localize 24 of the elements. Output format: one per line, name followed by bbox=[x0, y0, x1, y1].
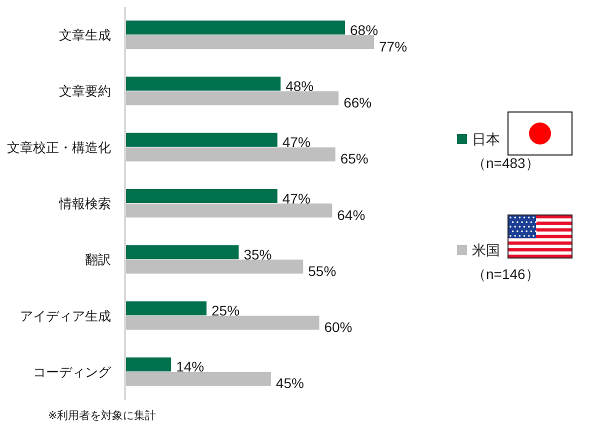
data-label: 77% bbox=[379, 38, 408, 54]
y-tick-label: 文章生成 bbox=[59, 28, 111, 43]
y-tick-label: 情報検索 bbox=[58, 196, 111, 211]
y-tick-label: 翻訳 bbox=[85, 252, 111, 268]
data-label: 55% bbox=[308, 262, 336, 279]
legend-label: 米国（n=146） bbox=[472, 241, 540, 284]
data-label: 65% bbox=[340, 150, 368, 167]
y-tick-label: 文章要約 bbox=[59, 84, 111, 99]
y-tick-label: 文章校正・構造化 bbox=[7, 140, 111, 155]
data-label: 47% bbox=[282, 190, 310, 206]
data-label: 66% bbox=[344, 94, 372, 110]
data-label: 14% bbox=[176, 358, 204, 375]
data-label: 25% bbox=[212, 302, 240, 319]
data-label: 45% bbox=[276, 375, 304, 392]
data-label: 68% bbox=[350, 22, 378, 38]
text: ※利用者を対象に集計 bbox=[48, 409, 156, 422]
data-label: 60% bbox=[324, 319, 352, 336]
data-label: 48% bbox=[286, 78, 314, 94]
legend-label: 日本（n=483） bbox=[472, 130, 540, 173]
data-label: 47% bbox=[282, 134, 310, 150]
y-tick-label: コーディング bbox=[33, 364, 112, 380]
data-label: 35% bbox=[244, 246, 272, 262]
data-label: 64% bbox=[337, 206, 366, 223]
y-tick-label: アイディア生成 bbox=[20, 308, 111, 324]
